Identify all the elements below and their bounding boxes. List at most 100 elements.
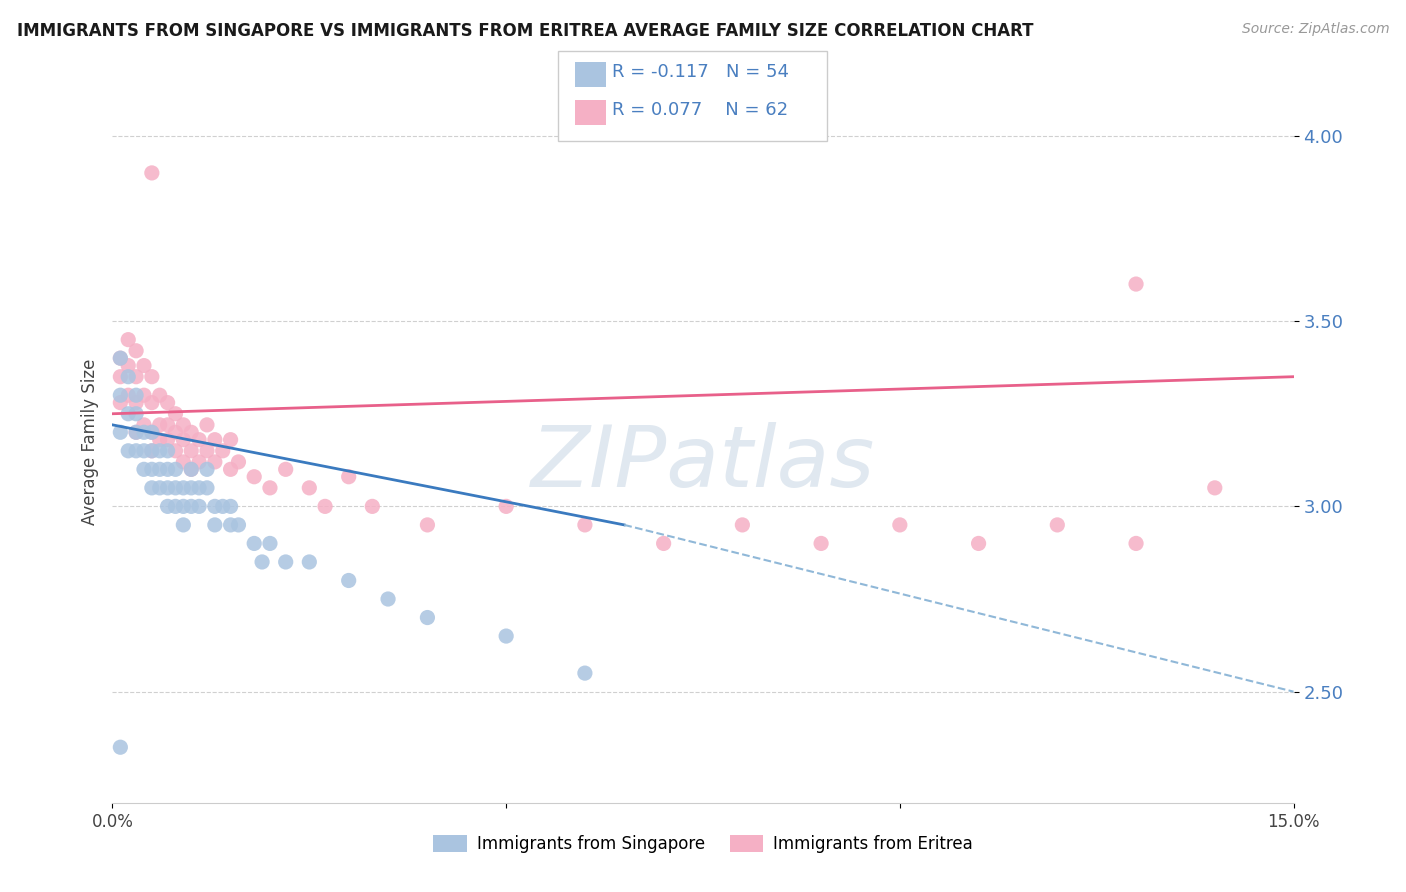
Point (337, 469, 360, 483)
Text: R = -0.117   N = 54: R = -0.117 N = 54 (612, 63, 789, 81)
Point (141, 462, 163, 476)
Point (110, 388, 132, 402)
Point (228, 517, 250, 532)
Point (416, 610, 439, 624)
Point (125, 407, 148, 421)
Point (141, 166, 163, 180)
Point (149, 388, 172, 402)
Point (110, 351, 132, 366)
Point (172, 455, 194, 469)
Point (117, 388, 139, 402)
Point (132, 425, 155, 440)
Point (337, 574, 360, 588)
Point (125, 425, 148, 440)
Point (1125, 277, 1147, 291)
Point (188, 433, 211, 447)
Point (1204, 481, 1226, 495)
Point (141, 425, 163, 440)
Point (156, 395, 179, 409)
Point (574, 666, 596, 681)
Point (1125, 536, 1147, 550)
Point (652, 536, 675, 550)
Point (110, 369, 132, 384)
Point (125, 425, 148, 440)
Point (810, 536, 832, 550)
Point (141, 443, 163, 458)
Point (259, 536, 281, 550)
Point (165, 500, 187, 514)
Point (314, 500, 336, 514)
Point (731, 517, 754, 532)
Point (211, 500, 233, 514)
Point (149, 417, 172, 432)
Point (495, 500, 517, 514)
Point (243, 469, 266, 483)
Y-axis label: Average Family Size: Average Family Size (80, 359, 98, 524)
Text: R = 0.077    N = 62: R = 0.077 N = 62 (612, 101, 787, 119)
Point (165, 407, 187, 421)
Point (219, 433, 242, 447)
Point (195, 481, 218, 495)
Point (149, 433, 172, 447)
Point (204, 500, 226, 514)
Point (156, 433, 179, 447)
Legend: Immigrants from Singapore, Immigrants from Eritrea: Immigrants from Singapore, Immigrants fr… (426, 828, 980, 860)
Point (141, 395, 163, 409)
Point (243, 536, 266, 550)
Point (967, 536, 990, 550)
Point (180, 425, 202, 440)
Point (132, 462, 155, 476)
Text: ZIPatlas: ZIPatlas (531, 422, 875, 505)
Point (156, 443, 179, 458)
Point (117, 443, 139, 458)
Point (211, 443, 233, 458)
Point (1046, 517, 1069, 532)
Point (125, 443, 148, 458)
Point (188, 481, 211, 495)
Point (125, 388, 148, 402)
Point (188, 455, 211, 469)
Point (132, 359, 155, 373)
Point (219, 462, 242, 476)
Point (149, 481, 172, 495)
Point (219, 500, 242, 514)
Point (195, 417, 218, 432)
Point (495, 629, 517, 643)
Point (149, 443, 172, 458)
Point (204, 517, 226, 532)
Point (141, 369, 163, 384)
Point (195, 462, 218, 476)
Point (889, 517, 911, 532)
Point (228, 455, 250, 469)
Point (125, 395, 148, 409)
Text: Source: ZipAtlas.com: Source: ZipAtlas.com (1241, 22, 1389, 37)
Point (141, 443, 163, 458)
Point (110, 351, 132, 366)
Point (172, 500, 194, 514)
Point (172, 433, 194, 447)
Point (259, 481, 281, 495)
Point (132, 388, 155, 402)
Point (219, 517, 242, 532)
Point (298, 481, 321, 495)
Point (125, 343, 148, 358)
Point (149, 462, 172, 476)
Point (117, 333, 139, 347)
Point (298, 555, 321, 569)
Point (141, 425, 163, 440)
Point (180, 462, 202, 476)
Point (574, 517, 596, 532)
Point (110, 395, 132, 409)
Point (117, 359, 139, 373)
Point (125, 369, 148, 384)
Point (165, 443, 187, 458)
Point (361, 500, 384, 514)
Point (165, 425, 187, 440)
Point (156, 481, 179, 495)
Point (141, 481, 163, 495)
Point (117, 369, 139, 384)
Point (172, 481, 194, 495)
Point (195, 443, 218, 458)
Point (204, 455, 226, 469)
Point (156, 417, 179, 432)
